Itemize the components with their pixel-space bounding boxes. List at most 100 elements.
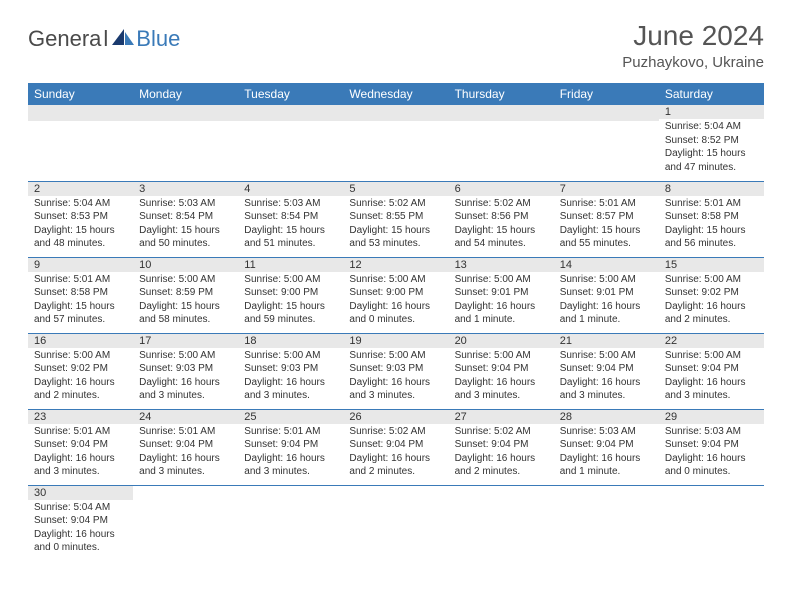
calendar-row: 16Sunrise: 5:00 AMSunset: 9:02 PMDayligh… [28, 333, 764, 409]
day-details: Sunrise: 5:00 AMSunset: 9:02 PMDaylight:… [659, 272, 764, 330]
day-details: Sunrise: 5:00 AMSunset: 9:01 PMDaylight:… [554, 272, 659, 330]
dayname: Sunday [28, 83, 133, 105]
calendar-cell [343, 485, 448, 561]
calendar-cell [238, 485, 343, 561]
header: Genera l Blue June 2024 Puzhaykovo, Ukra… [28, 20, 764, 71]
day-details: Sunrise: 5:00 AMSunset: 9:04 PMDaylight:… [554, 348, 659, 406]
day-number: 17 [133, 334, 238, 348]
sunset-line: Sunset: 9:00 PM [244, 286, 337, 300]
empty-day-num [133, 105, 238, 121]
day-number: 9 [28, 258, 133, 272]
calendar-cell: 1Sunrise: 5:04 AMSunset: 8:52 PMDaylight… [659, 105, 764, 181]
sunrise-line: Sunrise: 5:00 AM [665, 273, 758, 287]
daylight-line: Daylight: 15 hours and 54 minutes. [455, 224, 548, 251]
daylight-line: Daylight: 16 hours and 1 minute. [560, 300, 653, 327]
daylight-line: Daylight: 16 hours and 0 minutes. [34, 528, 127, 555]
day-details: Sunrise: 5:00 AMSunset: 9:02 PMDaylight:… [28, 348, 133, 406]
day-number: 15 [659, 258, 764, 272]
day-details: Sunrise: 5:00 AMSunset: 9:00 PMDaylight:… [343, 272, 448, 330]
empty-day-num [238, 105, 343, 121]
calendar-cell [554, 105, 659, 181]
day-number: 20 [449, 334, 554, 348]
logo: Genera l Blue [28, 26, 180, 52]
daylight-line: Daylight: 16 hours and 3 minutes. [349, 376, 442, 403]
day-number: 29 [659, 410, 764, 424]
calendar-cell [133, 485, 238, 561]
calendar-cell: 28Sunrise: 5:03 AMSunset: 9:04 PMDayligh… [554, 409, 659, 485]
day-number: 5 [343, 182, 448, 196]
sunrise-line: Sunrise: 5:00 AM [349, 349, 442, 363]
empty-day-num [343, 105, 448, 121]
dayname: Saturday [659, 83, 764, 105]
sunset-line: Sunset: 8:59 PM [139, 286, 232, 300]
day-number: 26 [343, 410, 448, 424]
sunset-line: Sunset: 9:00 PM [349, 286, 442, 300]
sunrise-line: Sunrise: 5:02 AM [349, 425, 442, 439]
day-number: 7 [554, 182, 659, 196]
empty-day-num [28, 105, 133, 121]
dayname-row: Sunday Monday Tuesday Wednesday Thursday… [28, 83, 764, 105]
daylight-line: Daylight: 16 hours and 3 minutes. [34, 452, 127, 479]
calendar-cell: 13Sunrise: 5:00 AMSunset: 9:01 PMDayligh… [449, 257, 554, 333]
daylight-line: Daylight: 15 hours and 58 minutes. [139, 300, 232, 327]
day-details: Sunrise: 5:04 AMSunset: 9:04 PMDaylight:… [28, 500, 133, 558]
day-details: Sunrise: 5:02 AMSunset: 9:04 PMDaylight:… [343, 424, 448, 482]
day-details: Sunrise: 5:00 AMSunset: 8:59 PMDaylight:… [133, 272, 238, 330]
calendar-cell: 3Sunrise: 5:03 AMSunset: 8:54 PMDaylight… [133, 181, 238, 257]
day-number: 30 [28, 486, 133, 500]
daylight-line: Daylight: 16 hours and 3 minutes. [665, 376, 758, 403]
day-number: 23 [28, 410, 133, 424]
day-details: Sunrise: 5:01 AMSunset: 9:04 PMDaylight:… [238, 424, 343, 482]
calendar-cell: 21Sunrise: 5:00 AMSunset: 9:04 PMDayligh… [554, 333, 659, 409]
daylight-line: Daylight: 15 hours and 47 minutes. [665, 147, 758, 174]
day-number: 21 [554, 334, 659, 348]
daylight-line: Daylight: 15 hours and 53 minutes. [349, 224, 442, 251]
month-title: June 2024 [622, 20, 764, 52]
calendar-cell: 12Sunrise: 5:00 AMSunset: 9:00 PMDayligh… [343, 257, 448, 333]
day-details: Sunrise: 5:03 AMSunset: 8:54 PMDaylight:… [238, 196, 343, 254]
calendar-row: 9Sunrise: 5:01 AMSunset: 8:58 PMDaylight… [28, 257, 764, 333]
calendar-cell: 2Sunrise: 5:04 AMSunset: 8:53 PMDaylight… [28, 181, 133, 257]
sunset-line: Sunset: 9:04 PM [665, 438, 758, 452]
calendar-cell: 30Sunrise: 5:04 AMSunset: 9:04 PMDayligh… [28, 485, 133, 561]
sunrise-line: Sunrise: 5:00 AM [455, 349, 548, 363]
sunset-line: Sunset: 9:03 PM [349, 362, 442, 376]
sunrise-line: Sunrise: 5:02 AM [455, 197, 548, 211]
sunrise-line: Sunrise: 5:00 AM [349, 273, 442, 287]
daylight-line: Daylight: 15 hours and 50 minutes. [139, 224, 232, 251]
day-number: 16 [28, 334, 133, 348]
calendar-cell: 15Sunrise: 5:00 AMSunset: 9:02 PMDayligh… [659, 257, 764, 333]
sunset-line: Sunset: 8:55 PM [349, 210, 442, 224]
calendar-cell: 26Sunrise: 5:02 AMSunset: 9:04 PMDayligh… [343, 409, 448, 485]
calendar-cell: 20Sunrise: 5:00 AMSunset: 9:04 PMDayligh… [449, 333, 554, 409]
calendar-cell: 23Sunrise: 5:01 AMSunset: 9:04 PMDayligh… [28, 409, 133, 485]
day-number: 22 [659, 334, 764, 348]
calendar-cell: 18Sunrise: 5:00 AMSunset: 9:03 PMDayligh… [238, 333, 343, 409]
daylight-line: Daylight: 16 hours and 1 minute. [455, 300, 548, 327]
logo-text-blue: Blue [136, 26, 180, 52]
day-details: Sunrise: 5:01 AMSunset: 8:57 PMDaylight:… [554, 196, 659, 254]
sunrise-line: Sunrise: 5:00 AM [244, 273, 337, 287]
calendar-cell: 9Sunrise: 5:01 AMSunset: 8:58 PMDaylight… [28, 257, 133, 333]
sunset-line: Sunset: 8:54 PM [139, 210, 232, 224]
sunrise-line: Sunrise: 5:00 AM [139, 273, 232, 287]
day-number: 25 [238, 410, 343, 424]
daylight-line: Daylight: 16 hours and 3 minutes. [455, 376, 548, 403]
day-number: 14 [554, 258, 659, 272]
daylight-line: Daylight: 16 hours and 2 minutes. [349, 452, 442, 479]
daylight-line: Daylight: 16 hours and 0 minutes. [349, 300, 442, 327]
sunrise-line: Sunrise: 5:03 AM [560, 425, 653, 439]
sunrise-line: Sunrise: 5:02 AM [455, 425, 548, 439]
dayname: Friday [554, 83, 659, 105]
location: Puzhaykovo, Ukraine [622, 54, 764, 71]
sunrise-line: Sunrise: 5:01 AM [665, 197, 758, 211]
sunrise-line: Sunrise: 5:00 AM [244, 349, 337, 363]
daylight-line: Daylight: 15 hours and 48 minutes. [34, 224, 127, 251]
day-details: Sunrise: 5:04 AMSunset: 8:53 PMDaylight:… [28, 196, 133, 254]
daylight-line: Daylight: 16 hours and 1 minute. [560, 452, 653, 479]
sunset-line: Sunset: 9:02 PM [34, 362, 127, 376]
daylight-line: Daylight: 16 hours and 3 minutes. [244, 452, 337, 479]
day-details: Sunrise: 5:00 AMSunset: 9:04 PMDaylight:… [659, 348, 764, 406]
calendar-cell: 7Sunrise: 5:01 AMSunset: 8:57 PMDaylight… [554, 181, 659, 257]
calendar-cell [449, 105, 554, 181]
